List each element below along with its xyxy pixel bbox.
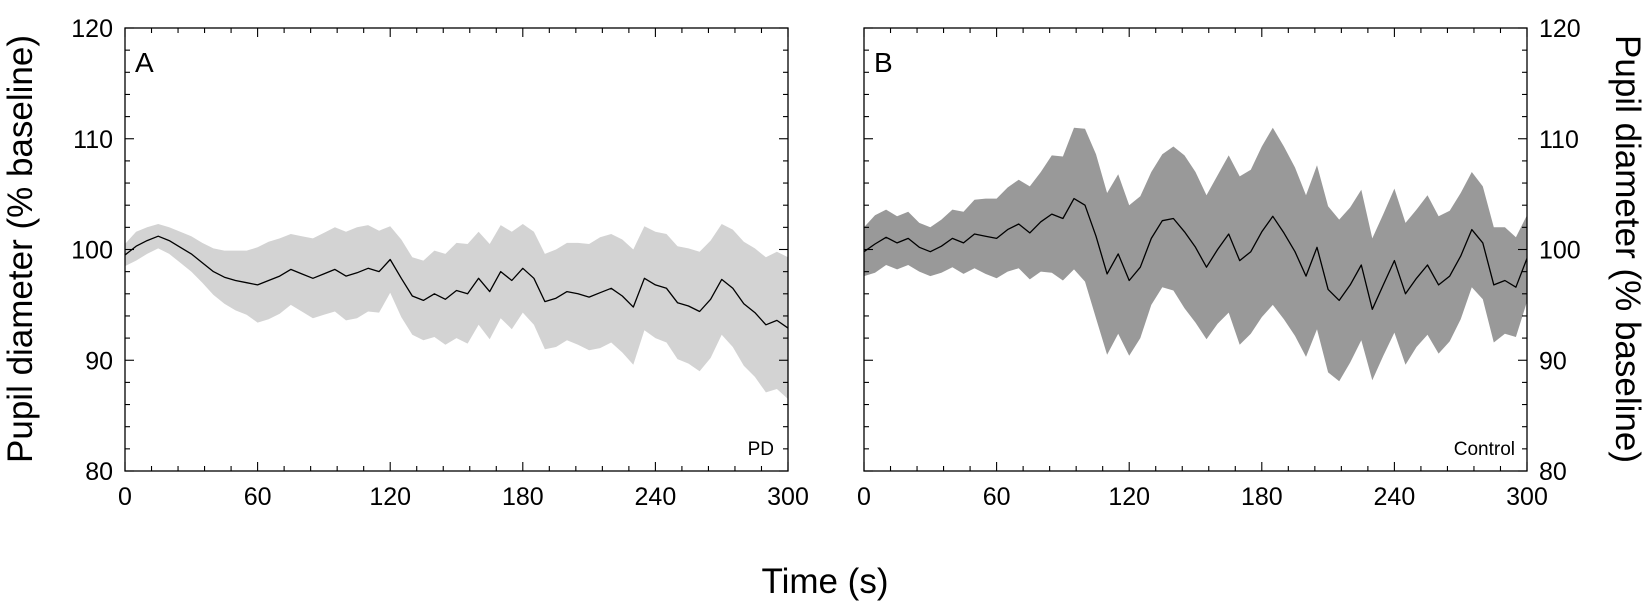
x-tick-label: 240 [635, 483, 677, 511]
variability-band [864, 127, 1527, 382]
y-tick-label: 90 [85, 347, 113, 375]
y-tick-label: 90 [1539, 347, 1567, 375]
y-tick-label: 110 [1539, 126, 1579, 154]
ticks-a: 0 60 120 180 240 300 80 90 100 110 120 [71, 15, 809, 511]
group-label-control: Control [1454, 439, 1515, 460]
x-tick-label: 120 [369, 483, 411, 511]
x-tick-label: 0 [118, 483, 132, 511]
x-tick-label: 120 [1108, 483, 1150, 511]
plot-frame-a [124, 27, 789, 472]
variability-band [125, 224, 788, 399]
group-label-pd: PD [748, 439, 774, 460]
y-tick-label: 80 [85, 458, 113, 486]
y-axis-title-right: Pupil diameter (% baseline) [1608, 35, 1647, 463]
y-tick-label: 120 [1539, 15, 1581, 43]
plot-frame-b [863, 27, 1528, 472]
mean-trace [864, 197, 1527, 310]
x-tick-label: 300 [767, 483, 809, 511]
panel-a: 0 60 120 180 240 300 80 90 100 110 120 A PD Pupil … [1, 15, 809, 511]
y-tick-label: 110 [73, 126, 113, 154]
y-tick-label: 100 [1539, 237, 1581, 265]
y-tick-label: 80 [1539, 458, 1567, 486]
x-axis-title: Time (s) [761, 562, 888, 601]
x-tick-label: 300 [1506, 483, 1548, 511]
x-tick-label: 240 [1374, 483, 1416, 511]
x-tick-label: 180 [502, 483, 544, 511]
plot-area-b [864, 127, 1527, 382]
panel-label-b: B [874, 47, 893, 78]
y-axis-title-left: Pupil diameter (% baseline) [1, 35, 40, 463]
x-tick-label: 60 [983, 483, 1011, 511]
y-tick-label: 120 [71, 15, 113, 43]
x-tick-label: 180 [1241, 483, 1283, 511]
plot-area-a [125, 224, 788, 399]
panel-label-a: A [135, 47, 154, 78]
mean-trace [125, 235, 788, 329]
x-tick-label: 0 [857, 483, 871, 511]
x-tick-label: 60 [244, 483, 272, 511]
y-tick-label: 100 [71, 237, 113, 265]
